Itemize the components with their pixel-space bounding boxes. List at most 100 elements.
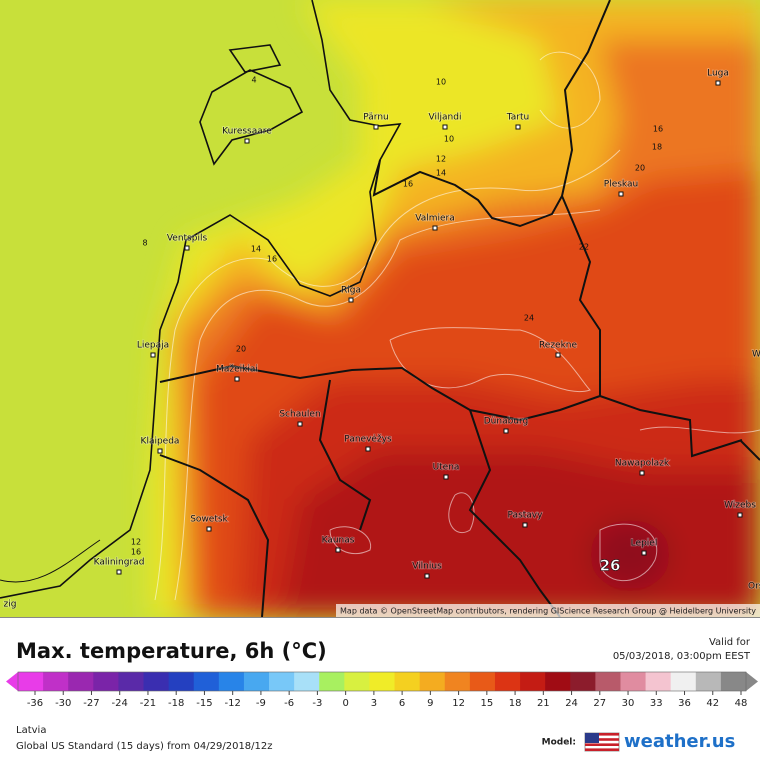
city-label: Rezekne: [539, 341, 578, 351]
colorbar-arrow-left: [6, 672, 18, 691]
colorbar-segment: [620, 672, 647, 691]
city-dot: [335, 547, 341, 553]
contour-label: 10: [436, 78, 446, 87]
colorbar-tick-label: 33: [650, 698, 663, 709]
city-dot: [618, 191, 624, 197]
city-dot: [443, 474, 449, 480]
contour-label: 14: [251, 245, 261, 254]
colorbar-tick-label: 3: [371, 698, 377, 709]
borders: [159, 0, 760, 617]
colorbar-tick-label: -27: [83, 698, 99, 709]
colorbar-tick-label: 12: [452, 698, 465, 709]
city-dot: [157, 448, 163, 454]
contour-label: 16: [267, 255, 277, 264]
colorbar-tick-label: -9: [256, 698, 266, 709]
colorbar-segment: [369, 672, 396, 691]
colorbar-segment: [444, 672, 471, 691]
colorbar-segment: [168, 672, 195, 691]
colorbar-segment: [720, 672, 747, 691]
contour-label: 8: [142, 239, 147, 248]
city-label: Ventspils: [167, 234, 208, 244]
colorbar-segment: [243, 672, 270, 691]
colorbar: -36 -30 -27 -24 -21 -18 -15 -12 -9 -6 -3 0 3 6 9 12 15 18…: [6, 671, 758, 709]
contours: [154, 51, 760, 601]
city-label: Viljandi: [429, 113, 462, 123]
colorbar-tick-label: 24: [565, 698, 578, 709]
colorbar-tick-label: 21: [537, 698, 550, 709]
city-dot: [244, 138, 250, 144]
colorbar-tick-label: 15: [480, 698, 493, 709]
contour-label: 16: [131, 548, 141, 557]
city-label: Klaipeda: [141, 437, 180, 447]
colorbar-tick-label: 27: [593, 698, 606, 709]
colorbar-segment: [419, 672, 446, 691]
temperature-field: [150, 0, 760, 617]
colorbar-segment: [118, 672, 145, 691]
city-dot: [184, 245, 190, 251]
region: Latvia: [16, 725, 46, 736]
city-label: Utena: [433, 463, 460, 473]
colorbar-tick-label: 48: [735, 698, 748, 709]
colorbar-segment: [670, 672, 697, 691]
colorbar-segment: [645, 672, 672, 691]
colorbar-arrow-right: [746, 672, 758, 691]
contour-label: 22: [579, 243, 589, 252]
city-label: Kuressaare: [222, 127, 272, 137]
city-label: We: [752, 350, 760, 360]
colorbar-segment: [43, 672, 69, 691]
map: Kuressaare Pärnu Viljandi Tartu Luga Pleskau V…: [0, 0, 760, 617]
colorbar-segment: [344, 672, 370, 691]
city-label: Vilnius: [412, 562, 442, 572]
colorbar-segment: [595, 672, 621, 691]
city-dot: [206, 526, 212, 532]
coastline: [0, 0, 402, 599]
city-label: Luga: [707, 69, 729, 79]
city-label: zig: [4, 600, 17, 610]
colorbar-segment: [269, 672, 295, 691]
city-label: Schaulen: [279, 410, 320, 420]
brand: weather.us: [624, 731, 735, 752]
contour-label: 26: [600, 557, 621, 575]
us-flag: [584, 732, 620, 752]
valid-time: 05/03/2018, 03:00pm EEST: [613, 651, 751, 662]
colorbar-tick-label: 30: [622, 698, 635, 709]
city-dot: [737, 512, 743, 518]
valid-label: Valid for: [709, 637, 751, 648]
attribution: Map data © OpenStreetMap contributors, r…: [340, 607, 756, 616]
city-dot: [555, 352, 561, 358]
city-label: Pärnu: [363, 113, 389, 123]
colorbar-segment: [494, 672, 521, 691]
city-dot: [522, 522, 528, 528]
city-dot: [116, 569, 122, 575]
colorbar-segment: [193, 672, 220, 691]
colorbar-tick-label: 9: [427, 698, 433, 709]
contour-label: 20: [236, 345, 246, 354]
city-label: Pastavy: [508, 511, 544, 521]
city-dot: [424, 573, 430, 579]
colorbar-tick-label: 42: [706, 698, 719, 709]
colorbar-segment: [93, 672, 119, 691]
contour-label: 24: [524, 314, 534, 323]
colorbar-tick-label: -15: [196, 698, 212, 709]
colorbar-tick-label: 0: [342, 698, 348, 709]
colorbar-segment: [143, 672, 170, 691]
contour-label: 16: [403, 180, 413, 189]
city-label: Tartu: [506, 113, 529, 123]
colorbar-segment: [319, 672, 345, 691]
city-label: Panevėžys: [344, 435, 392, 445]
city-label: Liepaja: [137, 341, 169, 351]
contour-label: 4: [251, 76, 256, 85]
city-label: Kaunas: [322, 536, 355, 546]
city-label: Orse: [748, 582, 760, 592]
colorbar-segment: [294, 672, 320, 691]
city-dot: [373, 124, 379, 130]
colorbar-tick-label: -21: [140, 698, 156, 709]
colorbar-tick-label: 18: [509, 698, 522, 709]
colorbar-tick-label: -36: [27, 698, 43, 709]
contour-label: 12: [131, 538, 141, 547]
colorbar-segment: [469, 672, 496, 691]
city-label: Valmiera: [415, 214, 455, 224]
